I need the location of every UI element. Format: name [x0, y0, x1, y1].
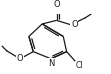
Text: Cl: Cl [75, 61, 83, 70]
Text: O: O [17, 54, 23, 63]
Text: N: N [48, 59, 54, 68]
Text: O: O [53, 0, 60, 9]
Text: O: O [71, 20, 78, 29]
